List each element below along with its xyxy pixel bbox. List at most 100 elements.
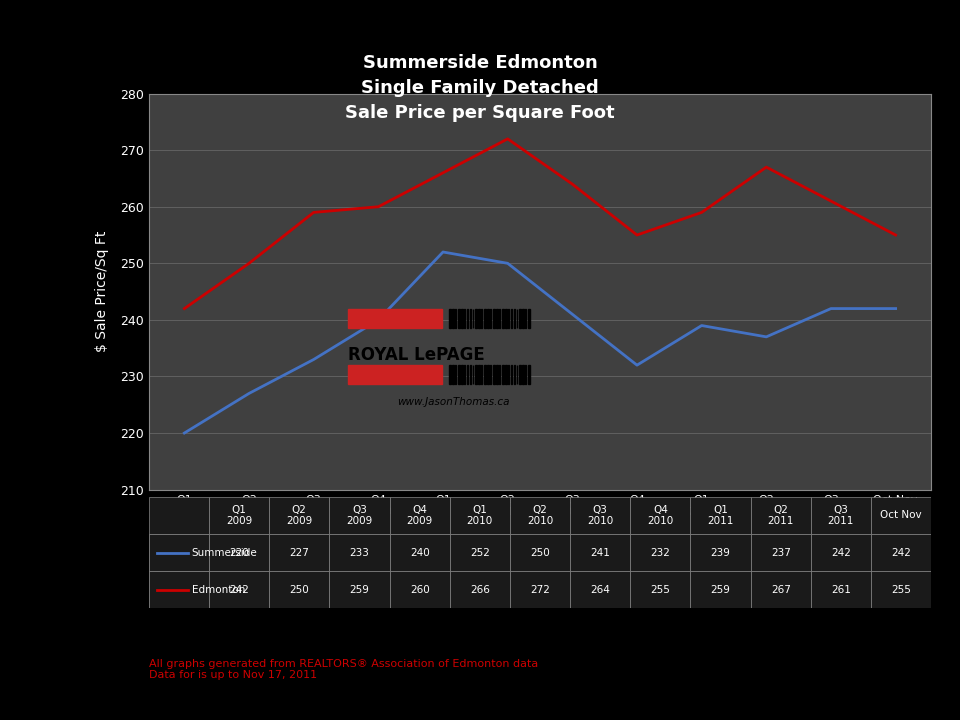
Bar (209, 571, 269, 608)
Text: All graphs generated from REALTORS® Association of Edmonton data
Data for is up : All graphs generated from REALTORS® Asso… (149, 659, 538, 680)
Bar (348, 365, 443, 384)
Text: 260: 260 (410, 585, 429, 595)
Bar (209, 534, 269, 571)
Bar (467, 365, 468, 384)
Bar (505, 310, 507, 328)
Text: Q3
2009: Q3 2009 (347, 505, 372, 526)
Bar (269, 497, 329, 534)
Bar (452, 310, 454, 328)
Text: Q1
2011: Q1 2011 (708, 505, 733, 526)
Bar (484, 310, 486, 328)
Bar (269, 534, 329, 571)
Bar (329, 497, 390, 534)
Text: 266: 266 (469, 585, 490, 595)
Bar (871, 571, 931, 608)
Text: Q1
2010: Q1 2010 (467, 505, 492, 526)
Bar (496, 365, 498, 384)
Text: 233: 233 (349, 548, 370, 557)
Text: Q2
2011: Q2 2011 (768, 505, 794, 526)
Bar (452, 365, 454, 384)
Text: Q3
2010: Q3 2010 (588, 505, 613, 526)
Bar (522, 365, 524, 384)
Bar (348, 310, 443, 328)
Bar (811, 534, 871, 571)
Bar (149, 571, 209, 608)
Bar (149, 534, 209, 571)
Bar (570, 534, 631, 571)
Bar (329, 571, 390, 608)
Bar (631, 497, 690, 534)
Bar (149, 497, 209, 534)
Text: Q1
2009: Q1 2009 (226, 505, 252, 526)
Text: 255: 255 (651, 585, 670, 595)
Text: 239: 239 (710, 548, 731, 557)
Text: Q3
2011: Q3 2011 (828, 505, 854, 526)
Text: 240: 240 (410, 548, 429, 557)
Bar (570, 497, 631, 534)
Text: 264: 264 (590, 585, 611, 595)
Bar (811, 571, 871, 608)
Bar (514, 310, 516, 328)
Text: 242: 242 (831, 548, 851, 557)
Bar (510, 571, 570, 608)
Bar (631, 534, 690, 571)
Bar (493, 310, 495, 328)
Text: Q4
2010: Q4 2010 (647, 505, 674, 526)
Bar (505, 365, 507, 384)
Text: 241: 241 (590, 548, 611, 557)
Bar (467, 310, 468, 328)
Bar (209, 497, 269, 534)
Bar (461, 365, 463, 384)
Bar (514, 365, 516, 384)
Text: Summerside: Summerside (192, 548, 257, 557)
Bar (871, 497, 931, 534)
Bar (751, 534, 811, 571)
Bar (510, 497, 570, 534)
Text: 261: 261 (831, 585, 851, 595)
Bar (522, 310, 524, 328)
Text: 237: 237 (771, 548, 791, 557)
Text: www.JasonThomas.ca: www.JasonThomas.ca (397, 397, 510, 407)
Text: ROYAL LePAGE: ROYAL LePAGE (348, 346, 484, 364)
Bar (519, 365, 521, 384)
Bar (269, 571, 329, 608)
Text: 259: 259 (710, 585, 731, 595)
Text: Q4
2009: Q4 2009 (406, 505, 433, 526)
Text: 250: 250 (530, 548, 550, 557)
Bar (478, 310, 480, 328)
Bar (488, 365, 489, 384)
Bar (449, 534, 510, 571)
Bar (631, 571, 690, 608)
Text: Summerside Edmonton
Single Family Detached
Sale Price per Square Foot: Summerside Edmonton Single Family Detach… (346, 54, 614, 122)
Bar (502, 365, 504, 384)
Text: Oct Nov: Oct Nov (880, 510, 922, 521)
Bar (511, 310, 513, 328)
Bar (149, 534, 209, 571)
Text: 255: 255 (891, 585, 911, 595)
Bar (751, 571, 811, 608)
Text: 259: 259 (349, 585, 370, 595)
Bar (329, 534, 390, 571)
Text: 272: 272 (530, 585, 550, 595)
Bar (528, 310, 530, 328)
Bar (475, 365, 477, 384)
Bar (390, 497, 449, 534)
Bar (751, 497, 811, 534)
Text: 252: 252 (469, 548, 490, 557)
Bar (871, 534, 931, 571)
Text: 250: 250 (289, 585, 309, 595)
Bar (528, 365, 530, 384)
Bar (496, 310, 498, 328)
Bar (488, 310, 489, 328)
Bar (449, 571, 510, 608)
Text: 232: 232 (651, 548, 670, 557)
Bar (690, 497, 751, 534)
Bar (458, 310, 460, 328)
Bar (502, 310, 504, 328)
Bar (469, 310, 471, 328)
Bar (510, 534, 570, 571)
Bar (469, 365, 471, 384)
Bar (449, 310, 451, 328)
Text: Q2
2009: Q2 2009 (286, 505, 312, 526)
Bar (458, 365, 460, 384)
